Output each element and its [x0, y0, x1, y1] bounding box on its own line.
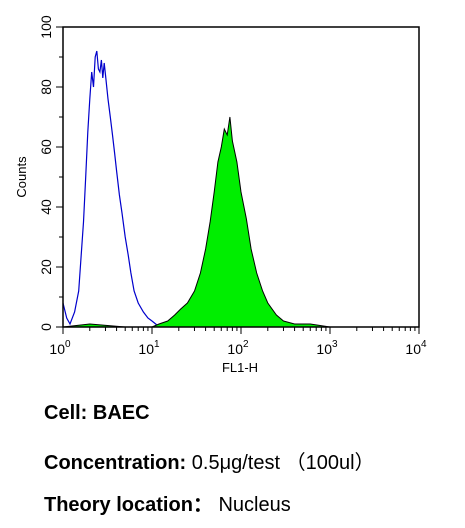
x-tick-exponent: 2 [243, 339, 249, 350]
y-axis-label: Counts [14, 156, 29, 198]
flow-cytometry-chart: 100 101 102 103 104 0 20 40 60 80 100 Counts FL1-… [14, 15, 427, 375]
x-tick-exponent: 1 [154, 339, 160, 350]
cell-value: BAEC [92, 402, 150, 424]
cell-key: Cell: [44, 402, 88, 424]
y-tick-label: 100 [38, 15, 54, 39]
x-tick-label: 103 [316, 339, 338, 357]
series-2-filled-histogram [62, 116, 419, 328]
x-axis-label: FL1-H [222, 360, 258, 375]
concentration-caption: Concentration: 0.5μg/test （100ul） [44, 446, 375, 475]
y-tick-label: 20 [38, 259, 54, 275]
y-tick-label: 80 [38, 79, 54, 95]
x-tick-label: 102 [227, 339, 249, 357]
location-caption: Theory location： Nucleus [44, 488, 291, 517]
location-value: Nucleus [218, 494, 291, 516]
x-tick-label: 104 [405, 339, 427, 357]
concentration-value: 0.5μg/test （100ul） [191, 452, 375, 474]
x-axis-ticks: 100 101 102 103 104 [49, 327, 427, 357]
x-tick-exponent: 3 [332, 339, 338, 350]
y-tick-label: 0 [38, 323, 54, 331]
x-tick-exponent: 0 [65, 339, 71, 350]
series-1-outline-histogram [62, 50, 160, 328]
location-key: Theory location： [44, 494, 213, 516]
y-axis-ticks: 0 20 40 60 80 100 [38, 15, 63, 331]
x-tick-exponent: 4 [421, 339, 427, 350]
y-tick-label: 40 [38, 199, 54, 215]
cell-caption: Cell: BAEC [44, 402, 150, 425]
series-layer [62, 50, 419, 328]
y-tick-label: 60 [38, 139, 54, 155]
x-tick-label: 100 [49, 339, 71, 357]
concentration-key: Concentration: [44, 452, 187, 474]
x-tick-label: 101 [138, 339, 160, 357]
